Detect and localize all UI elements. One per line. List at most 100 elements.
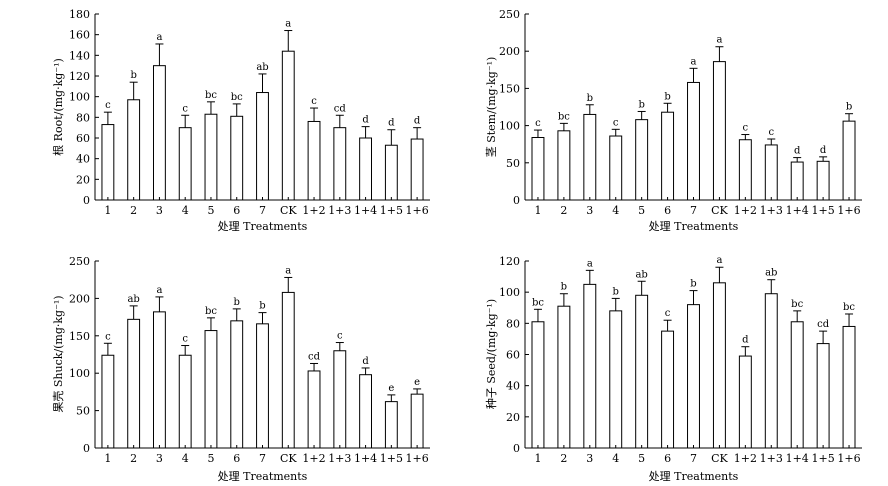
y-tick-label: 100 bbox=[499, 120, 520, 133]
significance-letter: d bbox=[742, 335, 749, 346]
bar-6 bbox=[230, 320, 244, 449]
bar-5 bbox=[635, 119, 649, 201]
x-tick-label: 1+6 bbox=[837, 204, 860, 217]
y-tick-label: 0 bbox=[513, 194, 520, 207]
bar-1 bbox=[101, 124, 115, 201]
x-tick-label: 2 bbox=[130, 204, 137, 217]
y-tick-label: 20 bbox=[506, 411, 520, 424]
bar-6 bbox=[661, 330, 675, 449]
x-tick-label: 6 bbox=[664, 452, 671, 465]
x-tick-label: 1 bbox=[534, 204, 541, 217]
x-axis-label: 处理 Treatments bbox=[649, 470, 739, 483]
x-tick-label: 1+4 bbox=[354, 452, 377, 465]
significance-letter: d bbox=[794, 146, 801, 157]
y-tick-label: 150 bbox=[499, 82, 520, 95]
bar-1+6 bbox=[410, 393, 424, 449]
significance-letter: d bbox=[362, 356, 369, 367]
y-tick-label: 80 bbox=[506, 317, 520, 330]
y-tick-label: 180 bbox=[69, 8, 90, 21]
y-tick-label: 200 bbox=[69, 292, 90, 305]
significance-letter: d bbox=[820, 145, 827, 156]
chart-panel-1: 0 20 40 60 80 100 120 140 160 180 根 Root/(mg·kg⁻¹)… bbox=[51, 8, 430, 233]
bar-1+3 bbox=[764, 293, 778, 449]
x-axis-label: 处理 Treatments bbox=[218, 220, 308, 233]
x-tick-label: 5 bbox=[207, 452, 214, 465]
significance-letter: d bbox=[414, 116, 421, 127]
significance-letter: cd bbox=[817, 319, 830, 330]
significance-letter: b bbox=[846, 102, 852, 113]
x-tick-label: 1+6 bbox=[837, 452, 860, 465]
y-axis-label: 果壳 Shuck/(mg·kg⁻¹) bbox=[51, 295, 65, 412]
significance-letter: bc bbox=[205, 306, 217, 317]
x-tick-label: 1+2 bbox=[302, 452, 325, 465]
bar-3 bbox=[583, 113, 597, 201]
x-tick-label: 2 bbox=[130, 452, 137, 465]
bar-3 bbox=[152, 311, 166, 449]
bar-5 bbox=[635, 294, 649, 449]
bar-2 bbox=[557, 130, 571, 201]
bar-4 bbox=[178, 354, 192, 449]
bar-1+5 bbox=[816, 160, 830, 201]
bar-4 bbox=[609, 135, 623, 201]
bar-1+2 bbox=[738, 355, 752, 449]
significance-letter: ab bbox=[635, 269, 647, 280]
x-tick-label: CK bbox=[711, 452, 728, 465]
bar-1+2 bbox=[307, 370, 321, 449]
significance-letter: e bbox=[388, 383, 394, 394]
bar-6 bbox=[661, 111, 675, 201]
y-tick-label: 0 bbox=[83, 442, 90, 455]
significance-letter: bc bbox=[843, 302, 855, 313]
bar-3 bbox=[583, 283, 597, 449]
y-tick-label: 120 bbox=[69, 70, 90, 83]
x-tick-label: 1+3 bbox=[760, 204, 783, 217]
x-tick-label: 1+6 bbox=[406, 204, 429, 217]
bar-CK bbox=[712, 282, 726, 449]
significance-letter: e bbox=[414, 377, 420, 388]
bar-1+4 bbox=[359, 137, 373, 201]
significance-letter: a bbox=[716, 35, 722, 46]
x-tick-label: 2 bbox=[560, 204, 567, 217]
bar-CK bbox=[281, 291, 295, 449]
significance-letter: bc bbox=[231, 92, 243, 103]
significance-letter: b bbox=[130, 70, 136, 81]
x-tick-label: 3 bbox=[586, 204, 593, 217]
x-tick-label: 6 bbox=[233, 452, 240, 465]
significance-letter: a bbox=[156, 32, 162, 43]
significance-letter: c bbox=[613, 117, 619, 128]
bar-1+3 bbox=[333, 127, 347, 201]
significance-letter: c bbox=[743, 123, 749, 134]
y-tick-label: 20 bbox=[76, 173, 90, 186]
x-tick-label: 4 bbox=[612, 204, 619, 217]
y-tick-label: 40 bbox=[506, 380, 520, 393]
y-tick-label: 50 bbox=[76, 405, 90, 418]
x-tick-label: 4 bbox=[182, 452, 189, 465]
significance-letter: c bbox=[768, 127, 774, 138]
x-tick-label: 1+5 bbox=[380, 452, 403, 465]
x-tick-label: 1+4 bbox=[786, 452, 809, 465]
x-tick-label: 1+4 bbox=[354, 204, 377, 217]
significance-letter: c bbox=[535, 118, 541, 129]
significance-letter: b bbox=[587, 93, 593, 104]
significance-letter: b bbox=[234, 297, 240, 308]
bar-7 bbox=[687, 304, 700, 449]
x-tick-label: 7 bbox=[690, 452, 697, 465]
bar-1+6 bbox=[410, 138, 424, 201]
y-tick-label: 50 bbox=[506, 157, 520, 170]
y-tick-label: 160 bbox=[69, 29, 90, 42]
significance-letter: a bbox=[691, 56, 697, 67]
bar-1+5 bbox=[384, 144, 398, 201]
bar-6 bbox=[230, 115, 244, 201]
x-tick-label: 1 bbox=[104, 452, 111, 465]
x-tick-label: 5 bbox=[638, 204, 645, 217]
significance-letter: d bbox=[362, 115, 369, 126]
bar-1 bbox=[531, 321, 545, 449]
significance-letter: b bbox=[613, 286, 619, 297]
x-tick-label: 1 bbox=[104, 204, 111, 217]
bar-1+2 bbox=[738, 139, 752, 201]
significance-letter: c bbox=[337, 331, 343, 342]
y-axis-label: 种子 Seed/(mg·kg⁻¹) bbox=[484, 299, 498, 409]
significance-letter: a bbox=[587, 258, 593, 269]
significance-letter: b bbox=[259, 301, 265, 312]
significance-letter: b bbox=[690, 279, 696, 290]
